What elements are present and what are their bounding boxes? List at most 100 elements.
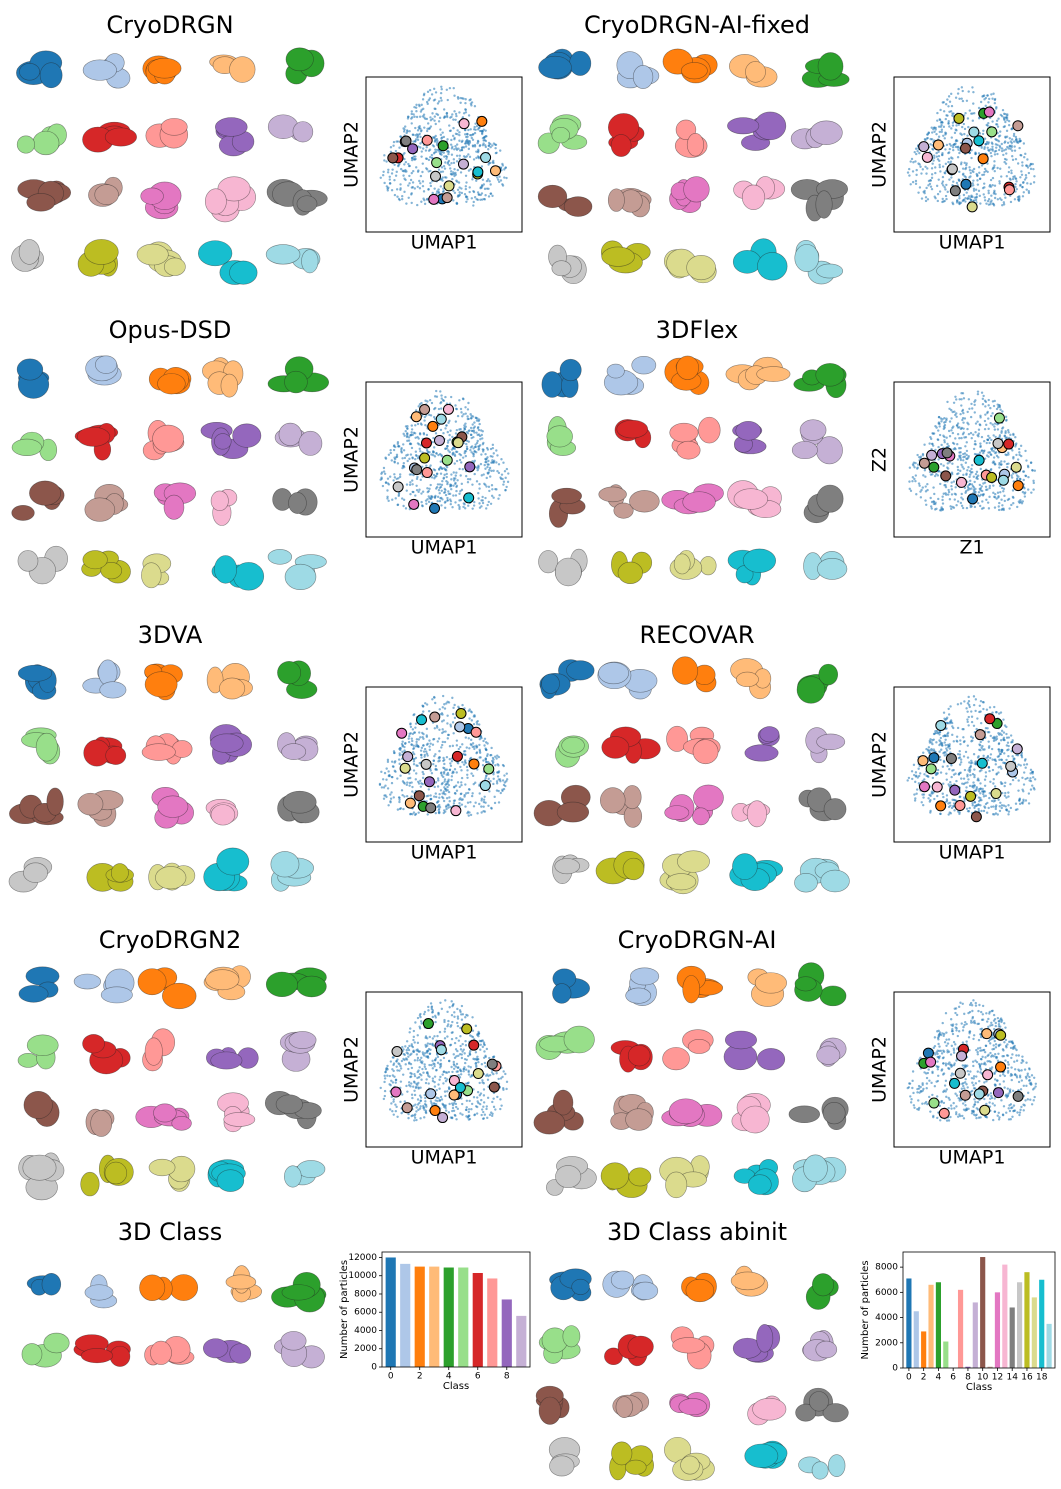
latent-point	[966, 134, 968, 136]
latent-point	[380, 177, 382, 179]
latent-point	[449, 724, 451, 726]
latent-point	[414, 187, 416, 189]
latent-point	[971, 407, 973, 409]
density-map	[596, 851, 644, 884]
map-location	[987, 127, 997, 137]
latent-point	[399, 189, 401, 191]
map-lobe	[206, 970, 239, 990]
latent-point	[409, 777, 411, 779]
map-location	[961, 179, 971, 189]
latent-point	[453, 162, 455, 164]
latent-point	[1004, 500, 1006, 502]
density-map	[210, 55, 256, 83]
latent-point	[973, 168, 975, 170]
latent-point	[478, 429, 480, 431]
latent-point	[416, 204, 418, 206]
latent-point	[448, 160, 450, 162]
map-lobe	[271, 851, 299, 877]
latent-point	[985, 727, 987, 729]
latent-point	[987, 428, 989, 430]
latent-point	[482, 502, 484, 504]
latent-point	[999, 146, 1001, 148]
latent-point	[1022, 470, 1024, 472]
latent-point	[985, 202, 987, 204]
latent-point	[996, 167, 998, 169]
latent-point	[941, 201, 943, 203]
latent-point	[963, 162, 965, 164]
latent-point	[398, 796, 400, 798]
latent-point	[476, 142, 478, 144]
latent-point	[447, 490, 449, 492]
latent-point	[966, 191, 968, 193]
latent-point	[387, 787, 389, 789]
map-lobe	[745, 745, 778, 762]
latent-point	[480, 811, 482, 813]
latent-point	[998, 180, 1000, 182]
latent-point	[955, 504, 957, 506]
latent-point	[435, 475, 437, 477]
latent-point	[1013, 135, 1015, 137]
latent-point	[448, 796, 450, 798]
latent-point	[454, 792, 456, 794]
density-map	[275, 423, 322, 455]
latent-point	[1030, 788, 1032, 790]
map-location	[421, 438, 431, 448]
latent-point	[930, 792, 932, 794]
latent-point	[474, 802, 476, 804]
latent-point	[1021, 161, 1023, 163]
latent-point	[459, 766, 461, 768]
latent-point	[425, 149, 427, 151]
latent-point	[956, 146, 958, 148]
latent-point	[468, 814, 470, 816]
map-lobe	[18, 665, 52, 681]
latent-point	[1007, 795, 1009, 797]
latent-point	[396, 195, 398, 197]
latent-point	[416, 116, 418, 118]
latent-point	[448, 791, 450, 793]
latent-point	[424, 424, 426, 426]
latent-point	[436, 500, 438, 502]
latent-point	[948, 430, 950, 432]
latent-point	[484, 802, 486, 804]
latent-point	[386, 185, 388, 187]
latent-point	[425, 503, 427, 505]
latent-point	[992, 93, 994, 95]
map-location	[405, 798, 415, 808]
map-location	[927, 450, 937, 460]
latent-point	[465, 426, 467, 428]
latent-point	[936, 119, 938, 121]
map-lobe	[283, 791, 316, 813]
density-map	[277, 733, 318, 761]
latent-point	[379, 479, 381, 481]
latent-point	[477, 492, 479, 494]
latent-point	[417, 186, 419, 188]
latent-point	[941, 129, 943, 131]
latent-point	[928, 442, 930, 444]
latent-point	[999, 168, 1001, 170]
latent-point	[500, 478, 502, 480]
density-map	[18, 1035, 58, 1069]
latent-point	[955, 97, 957, 99]
latent-point	[422, 777, 424, 779]
density-map	[670, 550, 716, 579]
latent-point	[447, 441, 449, 443]
latent-point	[401, 741, 403, 743]
latent-point	[460, 474, 462, 476]
latent-point	[959, 763, 961, 765]
latent-point	[990, 155, 992, 157]
latent-point	[978, 429, 980, 431]
latent-point	[991, 98, 993, 100]
latent-point	[482, 806, 484, 808]
latent-point	[400, 168, 402, 170]
density-map	[615, 419, 651, 447]
latent-point	[399, 473, 401, 475]
latent-point	[1030, 168, 1032, 170]
latent-point	[415, 455, 417, 457]
latent-point	[478, 447, 480, 449]
map-location	[1013, 481, 1023, 491]
latent-point	[947, 493, 949, 495]
latent-point	[473, 723, 475, 725]
map-location	[388, 153, 398, 163]
map-lobe	[555, 558, 581, 586]
latent-point	[418, 405, 420, 407]
